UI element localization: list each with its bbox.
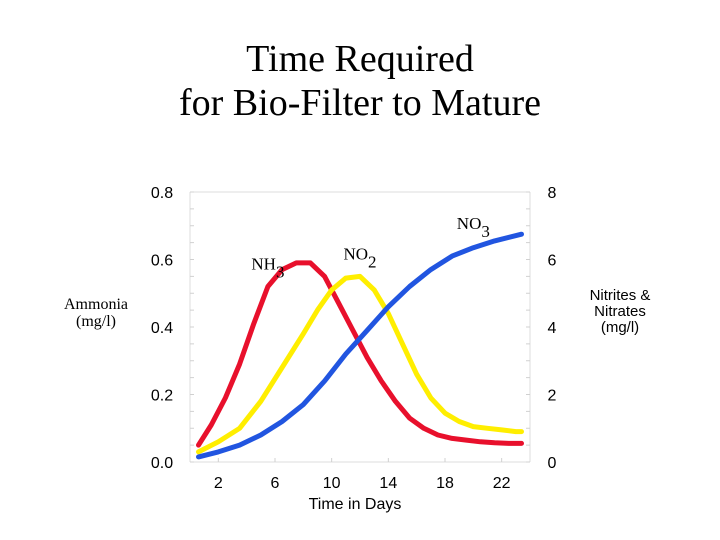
series-line-no3	[196, 231, 524, 460]
annotation-no2: NO2	[343, 245, 376, 272]
x-axis-label: Time in Days	[309, 496, 402, 513]
y-axis-right-label: Nitrites & Nitrates (mg/l)	[560, 288, 680, 336]
x-tick-label: 2	[214, 475, 223, 492]
y-right-tick-label: 8	[548, 185, 557, 202]
chart-title-line-1: Time Required	[246, 38, 474, 80]
series-lines	[196, 231, 524, 460]
y-right-tick-label: 0	[548, 455, 557, 472]
y-right-tick-label: 2	[548, 388, 557, 405]
y-left-tick-label: 0.8	[151, 185, 173, 202]
axes	[189, 191, 531, 463]
y-right-tick-label: 6	[548, 253, 557, 270]
y-left-tick-label: 0.0	[151, 455, 173, 472]
y-axis-right-label-line: Nitrates	[594, 303, 646, 320]
x-tick-label: 14	[379, 475, 397, 492]
y-right-tick-label: 4	[548, 320, 557, 337]
annotation-no3: NO3	[457, 214, 490, 241]
series-line-no2	[196, 273, 524, 455]
y-axis-right-label-line: Nitrites &	[589, 287, 651, 304]
annotation-nh3: NH3	[251, 255, 284, 282]
series-line-nh3	[196, 260, 524, 448]
y-left-tick-label: 0.2	[151, 388, 173, 405]
y-axis-left-label-line: Ammonia	[64, 296, 128, 313]
tick-labels: 2 6 10 14 18 22 0.0 0.2 0.4 0.6 0.8 0 2 4 6 8	[151, 185, 557, 492]
x-tick-label: 6	[271, 475, 280, 492]
series-annotations: NH3 NO2 NO3	[251, 214, 489, 282]
y-left-tick-label: 0.4	[151, 320, 173, 337]
y-left-tick-label: 0.6	[151, 253, 173, 270]
chart-title-line-2: for Bio-Filter to Mature	[179, 82, 541, 124]
x-tick-label: 18	[436, 475, 454, 492]
x-tick-label: 10	[323, 475, 341, 492]
y-axis-left-label-line: (mg/l)	[76, 313, 116, 330]
y-axis-left-label: Ammonia (mg/l)	[40, 296, 152, 330]
x-tick-label: 22	[493, 475, 511, 492]
y-axis-right-label-line: (mg/l)	[600, 319, 640, 336]
